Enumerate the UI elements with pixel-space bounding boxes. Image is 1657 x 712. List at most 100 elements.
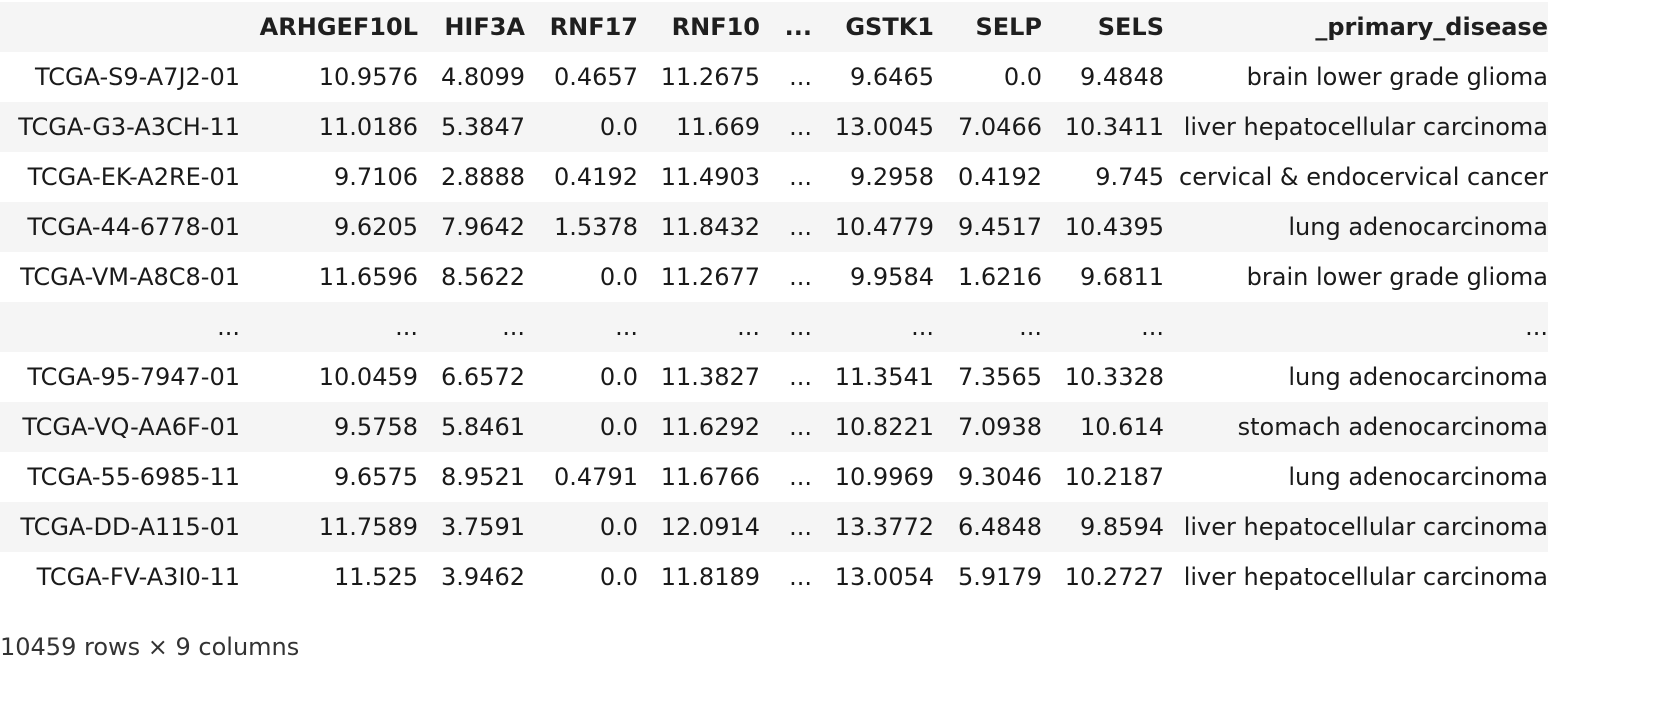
table-cell: 1.5378 — [525, 202, 638, 252]
table-cell: ... — [760, 202, 812, 252]
header-row: ARHGEF10L HIF3A RNF17 RNF10... GSTK1 SELP SELS… — [0, 2, 1548, 52]
table-cell: 6.4848 — [934, 502, 1042, 552]
table-cell: 13.0045 — [812, 102, 934, 152]
table-cell: 11.525 — [334, 563, 418, 591]
table-cell: 10.3328 — [1064, 363, 1164, 391]
table-cell: lung adenocarcinoma — [1288, 363, 1548, 391]
table-cell: 9.2958 — [850, 163, 934, 191]
row-index-cell: TCGA-FV-A3I0-11 — [36, 563, 240, 591]
table-cell: ... — [760, 402, 812, 452]
table-cell: 1.6216 — [958, 263, 1042, 291]
table-cell: ... — [812, 302, 934, 352]
table-cell: 11.669 — [638, 102, 760, 152]
column-header: RNF10 — [671, 13, 760, 41]
table-row: .............................. — [0, 302, 1548, 352]
table-cell: ... — [1042, 302, 1164, 352]
table-body: TCGA-S9-A7J2-01 10.9576 4.8099 0.4657 11.267… — [0, 52, 1548, 602]
table-cell: 0.4192 — [554, 163, 638, 191]
row-index-cell: ... — [0, 302, 240, 352]
table-cell: ... — [789, 63, 812, 91]
table-cell: 0.0 — [525, 502, 638, 552]
table-cell: 7.3565 — [958, 363, 1042, 391]
table-cell: ... — [760, 302, 812, 352]
table-cell: 5.9179 — [958, 563, 1042, 591]
table-cell: 0.4192 — [958, 163, 1042, 191]
column-header: SELP — [975, 13, 1042, 41]
table-cell: 5.3847 — [418, 102, 525, 152]
table-cell: 0.0 — [525, 102, 638, 152]
table-cell: 5.8461 — [418, 402, 525, 452]
table-cell: ... — [525, 302, 638, 352]
table-cell: liver hepatocellular carcinoma — [1164, 502, 1548, 552]
table-cell: 9.745 — [1095, 163, 1164, 191]
table-cell: 8.5622 — [441, 263, 525, 291]
table-cell: 7.0466 — [934, 102, 1042, 152]
table-cell: 7.0938 — [934, 402, 1042, 452]
table-cell: liver hepatocellular carcinoma — [1183, 563, 1548, 591]
table-cell: 11.8432 — [638, 202, 760, 252]
column-header: SELS — [1097, 13, 1164, 41]
table-cell: 2.8888 — [441, 163, 525, 191]
table-cell: 9.6205 — [240, 202, 418, 252]
table-cell: ... — [789, 163, 812, 191]
row-index-cell: TCGA-S9-A7J2-01 — [34, 63, 240, 91]
table-cell: 11.8189 — [660, 563, 760, 591]
table-cell: liver hepatocellular carcinoma — [1164, 102, 1548, 152]
table-row: TCGA-VQ-AA6F-01 9.5758 5.8461 0.0 11.6292...… — [0, 402, 1548, 452]
table-cell: 7.9642 — [418, 202, 525, 252]
table-row: TCGA-EK-A2RE-01 9.7106 2.8888 0.4192 11.4903… — [0, 152, 1548, 202]
table-cell: 11.7589 — [240, 502, 418, 552]
table-cell: 9.8594 — [1042, 502, 1164, 552]
column-header: _primary_disease — [1315, 13, 1548, 41]
table-cell: 13.3772 — [812, 502, 934, 552]
table-cell: ... — [789, 363, 812, 391]
table-cell: stomach adenocarcinoma — [1164, 402, 1548, 452]
table-cell: 10.9576 — [318, 63, 418, 91]
table-cell: 10.2187 — [1064, 463, 1164, 491]
table-cell: cervical & endocervical cancer — [1179, 163, 1548, 191]
table-cell: ... — [934, 302, 1042, 352]
table-cell: 0.0 — [1003, 63, 1042, 91]
table-cell: 8.9521 — [441, 463, 525, 491]
table-cell: 0.0 — [599, 363, 638, 391]
table-row: TCGA-FV-A3I0-11 11.525 3.9462 0.0 11.8189...… — [0, 552, 1548, 602]
table-cell: 9.6575 — [334, 463, 418, 491]
table-cell: 11.2675 — [660, 63, 760, 91]
table-cell: 9.5758 — [240, 402, 418, 452]
table-cell: 10.614 — [1042, 402, 1164, 452]
row-index-cell: TCGA-G3-A3CH-11 — [0, 102, 240, 152]
table-cell: 11.6596 — [318, 263, 418, 291]
table-cell: 6.6572 — [441, 363, 525, 391]
table-cell: 9.4848 — [1080, 63, 1164, 91]
table-row: TCGA-VM-A8C8-01 11.6596 8.5622 0.0 11.2677..… — [0, 252, 1548, 302]
table-cell: ... — [1164, 302, 1548, 352]
table-cell: ... — [240, 302, 418, 352]
table-cell: ... — [789, 563, 812, 591]
table-cell: lung adenocarcinoma — [1288, 463, 1548, 491]
table-cell: 11.3541 — [834, 363, 934, 391]
index-header — [0, 2, 240, 52]
table-cell: 11.0186 — [240, 102, 418, 152]
table-cell: 9.4517 — [934, 202, 1042, 252]
table-header: ARHGEF10L HIF3A RNF17 RNF10... GSTK1 SELP SELS… — [0, 2, 1548, 52]
table-cell: 10.2727 — [1064, 563, 1164, 591]
table-cell: 10.4395 — [1042, 202, 1164, 252]
row-index-cell: TCGA-VQ-AA6F-01 — [0, 402, 240, 452]
table-cell: 0.4657 — [554, 63, 638, 91]
column-header: HIF3A — [444, 13, 525, 41]
column-header: ARHGEF10L — [259, 13, 418, 41]
table-cell: brain lower grade glioma — [1246, 263, 1548, 291]
table-cell: 13.0054 — [834, 563, 934, 591]
table-cell: ... — [760, 102, 812, 152]
row-index-cell: TCGA-VM-A8C8-01 — [20, 263, 240, 291]
column-header: GSTK1 — [845, 13, 934, 41]
table-cell: 11.4903 — [660, 163, 760, 191]
column-header: RNF17 — [549, 13, 638, 41]
table-cell: 9.6811 — [1080, 263, 1164, 291]
table-cell: 0.0 — [599, 263, 638, 291]
table-cell: ... — [760, 502, 812, 552]
table-cell: 0.4791 — [554, 463, 638, 491]
column-header: ... — [784, 13, 812, 41]
table-cell: ... — [418, 302, 525, 352]
table-cell: 9.7106 — [334, 163, 418, 191]
